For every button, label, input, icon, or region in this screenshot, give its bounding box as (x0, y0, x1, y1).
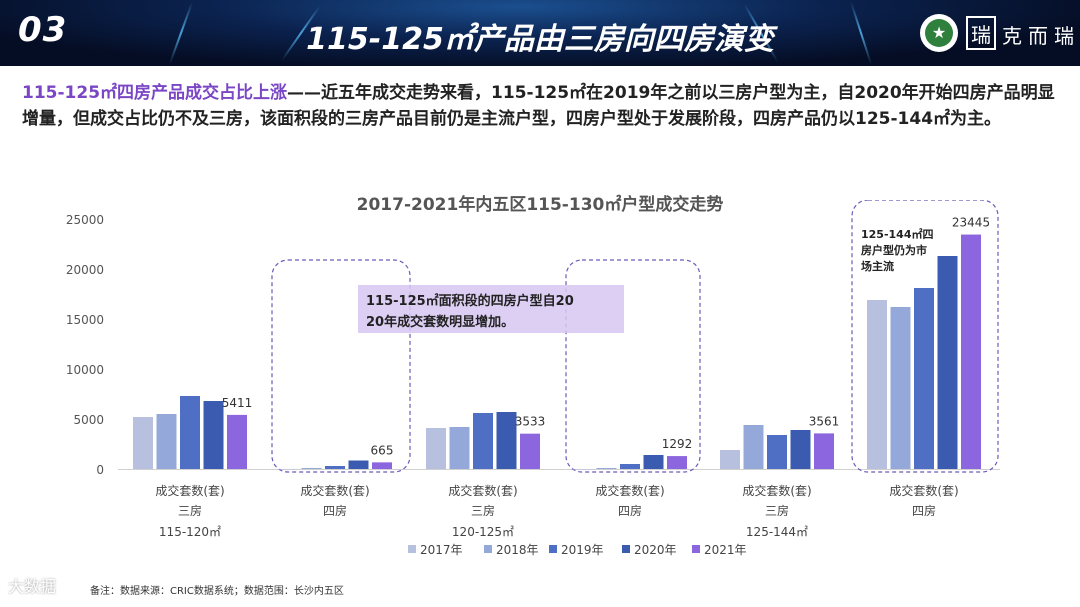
bar (573, 469, 593, 470)
bar (620, 464, 640, 469)
x-category-rooms: 三房 (471, 503, 495, 518)
data-label: 23445 (952, 216, 990, 230)
bar (790, 430, 811, 469)
annotation-box (358, 285, 624, 333)
bar (156, 414, 177, 469)
data-label: 1292 (662, 437, 693, 451)
legend-swatch (622, 545, 630, 553)
bar (867, 300, 887, 469)
bar-chart: 0 5000 10000 15000 20000 25000 5411 665 3533 1292… (66, 200, 1000, 557)
company-seal-icon: ★ (920, 14, 958, 52)
legend-swatch (408, 545, 416, 553)
bar (449, 427, 470, 469)
x-category-area: 120-125㎡ (452, 525, 514, 539)
x-category-metric: 成交套数(套) (300, 483, 369, 498)
intro-paragraph: 115-125㎡四房产品成交占比上涨——近五年成交走势来看，115-125㎡在2… (22, 80, 1062, 132)
legend-label: 2017年 (420, 543, 463, 557)
bar (278, 469, 298, 470)
page-title: 115-125㎡产品由三房向四房演变 (306, 22, 774, 57)
bar (667, 456, 687, 469)
x-category-metric: 成交套数(套) (595, 483, 664, 498)
bar (914, 288, 934, 469)
y-tick-label: 25000 (66, 213, 104, 227)
annotation-text: 125-144㎡四 (861, 227, 934, 241)
data-label: 5411 (222, 396, 253, 410)
bar (961, 234, 981, 469)
chart-title: 2017-2021年内五区115-130㎡户型成交走势 (356, 195, 724, 215)
bar (426, 428, 446, 469)
bar (372, 462, 392, 469)
x-category-rooms: 四房 (618, 503, 642, 518)
watermark: 大数据 (8, 577, 57, 596)
bar (180, 396, 200, 469)
annotation-text: 20年成交套数明显增加。 (366, 314, 514, 330)
bar (743, 425, 764, 469)
bar (133, 417, 153, 469)
bar (720, 450, 740, 469)
bar (473, 413, 493, 469)
y-tick-label: 5000 (73, 413, 104, 427)
highlight-box (271, 259, 411, 473)
y-tick-label: 0 (96, 463, 104, 477)
bar (496, 412, 517, 469)
company-logo-text: 克而瑞 (1002, 24, 1080, 48)
x-category-metric: 成交套数(套) (889, 483, 958, 498)
x-category-metric: 成交套数(套) (448, 483, 517, 498)
highlight-box (565, 259, 701, 473)
bar (203, 401, 224, 469)
y-tick-label: 15000 (66, 313, 104, 327)
intro-lead: 115-125㎡四房产品成交占比上涨 (22, 83, 288, 103)
section-number: 03 (18, 10, 68, 50)
x-category-area: 115-120㎡ (159, 525, 221, 539)
x-category-rooms: 三房 (178, 503, 202, 518)
data-label: 3561 (809, 414, 840, 428)
data-label: 665 (371, 443, 394, 457)
x-category-metric: 成交套数(套) (742, 483, 811, 498)
data-label: 3533 (515, 415, 546, 429)
annotation-text: 房户型仍为市 (861, 243, 927, 257)
bar (348, 460, 369, 469)
bar (325, 466, 345, 469)
legend-label: 2020年 (634, 543, 677, 557)
header-banner: 03 115-125㎡产品由三房向四房演变 ★ 瑞 克而瑞 (0, 0, 1080, 66)
legend-label: 2018年 (496, 543, 539, 557)
bar (814, 433, 834, 469)
bar (227, 414, 247, 469)
y-tick-label: 20000 (66, 263, 104, 277)
x-category-rooms: 四房 (912, 503, 936, 518)
x-category-metric: 成交套数(套) (155, 483, 224, 498)
x-category-rooms: 四房 (323, 503, 347, 518)
bar (643, 455, 664, 469)
x-category-area: 125-144㎡ (746, 525, 808, 539)
company-mark-icon: 瑞 (966, 16, 996, 50)
legend-swatch (692, 545, 700, 553)
bar (596, 468, 617, 469)
bar (937, 256, 958, 469)
x-category-rooms: 三房 (765, 503, 789, 518)
bar (767, 435, 787, 469)
bar (301, 468, 322, 469)
y-tick-label: 10000 (66, 363, 104, 377)
legend-swatch (549, 545, 557, 553)
annotation-text: 场主流 (861, 259, 894, 273)
annotation-text: 115-125㎡面积段的四房户型自20 (366, 293, 574, 309)
legend-label: 2021年 (704, 543, 747, 557)
bar (520, 433, 540, 469)
intro-body: ——近五年成交走势来看，115-125㎡在2019年之前以三房户型为主，自202… (22, 83, 1055, 129)
source-note: 备注：数据来源：CRIC数据系统；数据范围：长沙内五区 (90, 586, 344, 597)
legend-swatch (484, 545, 492, 553)
legend-label: 2019年 (561, 543, 604, 557)
bar (890, 307, 911, 469)
